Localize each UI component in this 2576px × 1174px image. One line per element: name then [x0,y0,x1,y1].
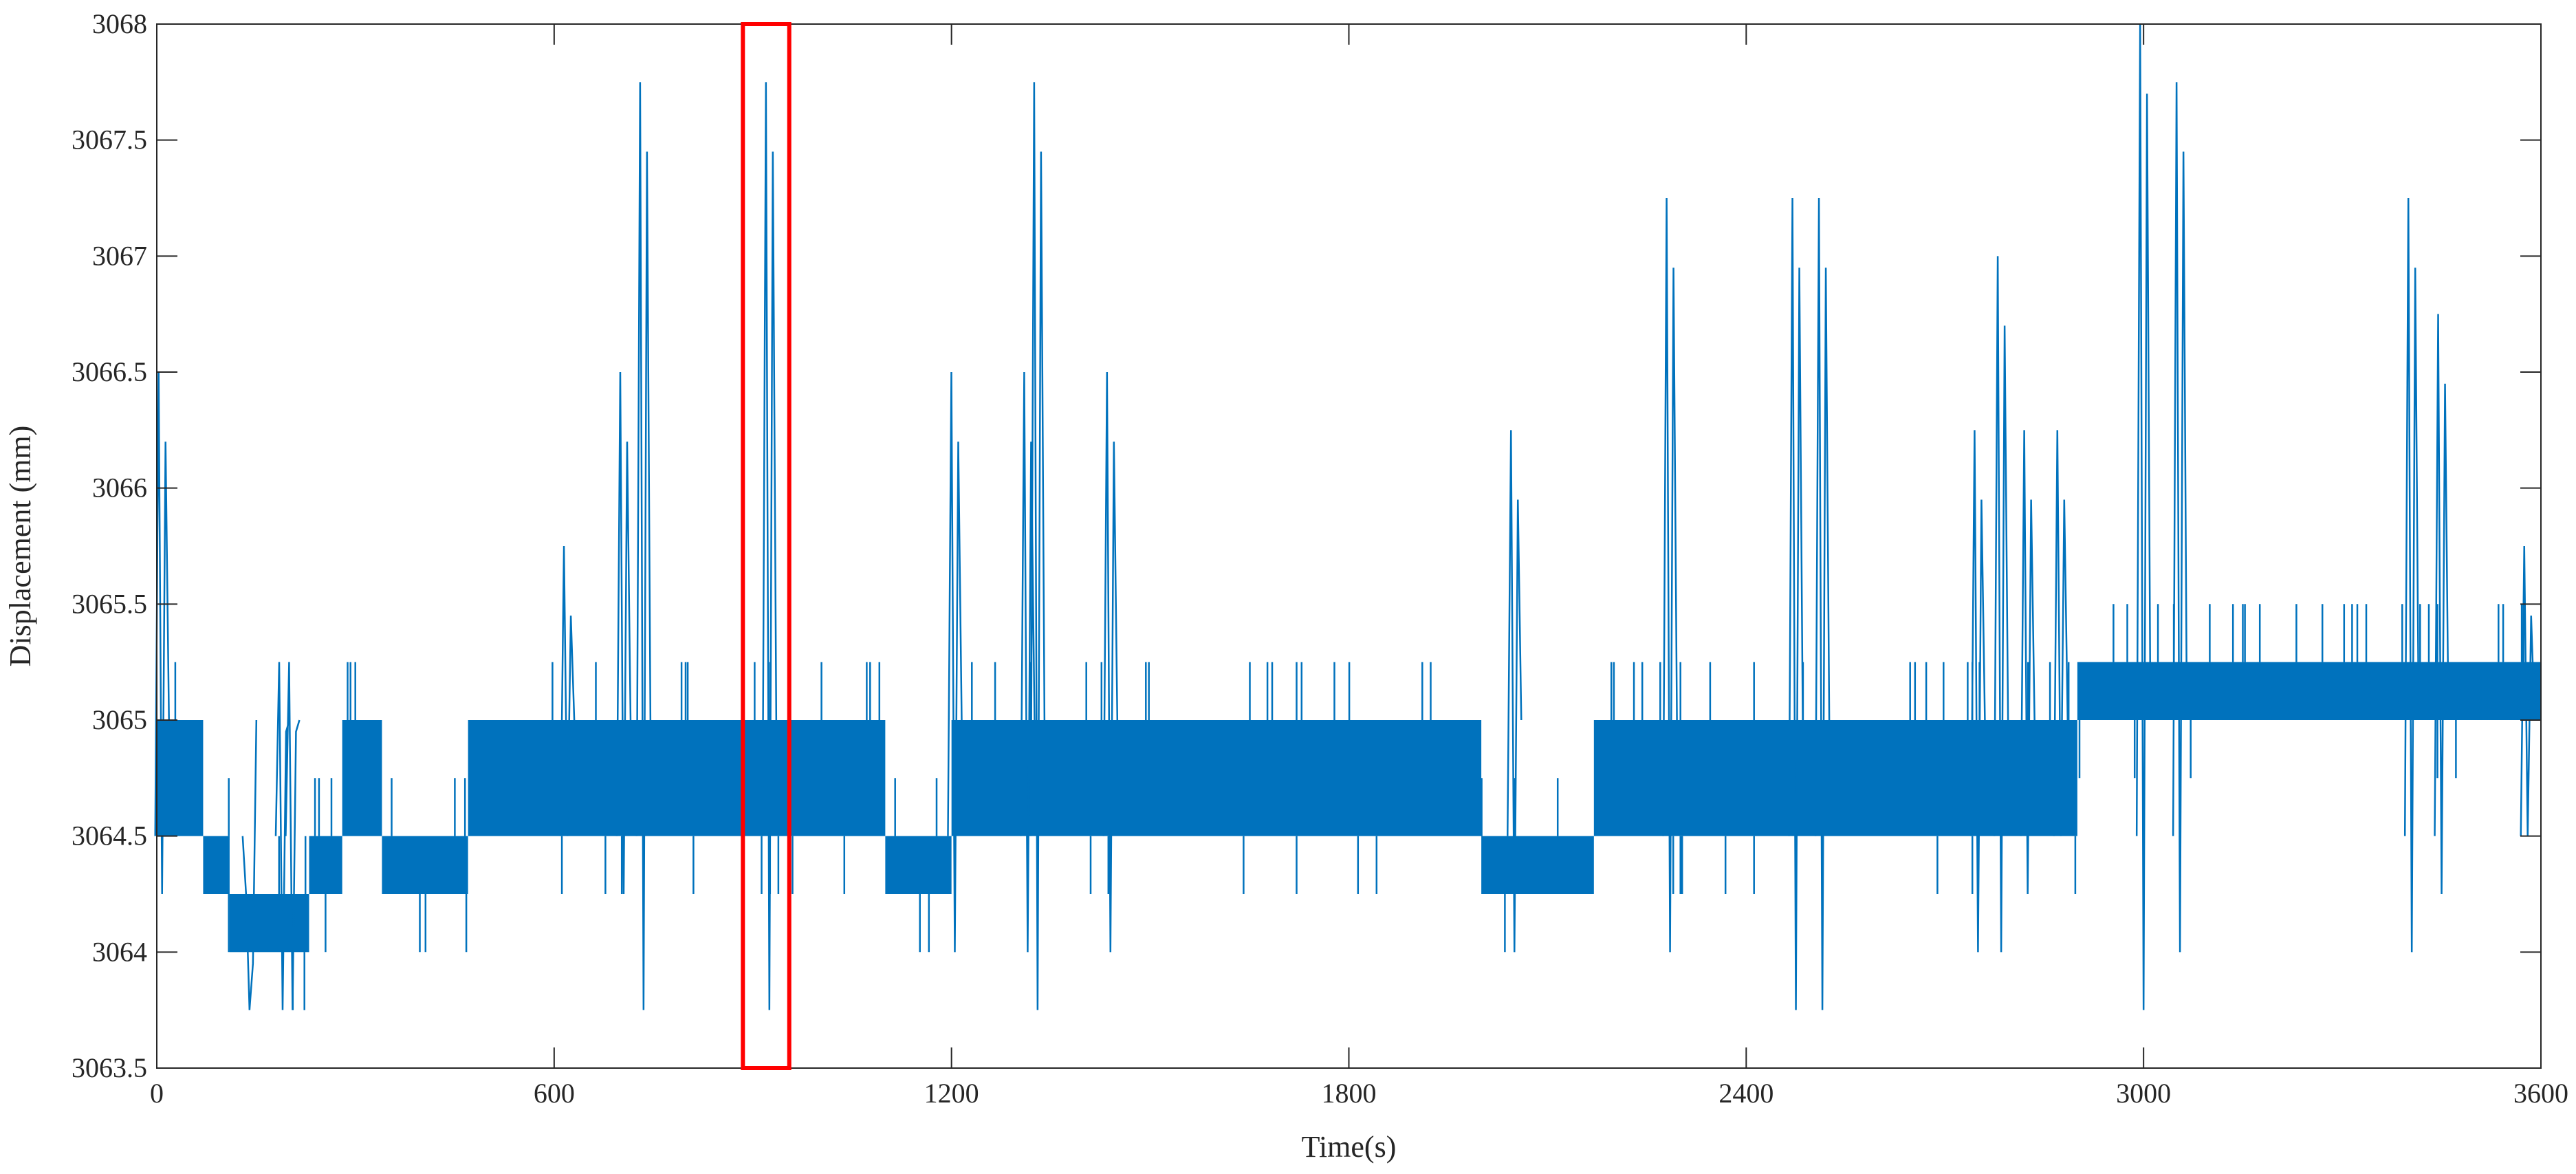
series-spike [947,371,963,953]
series-spike [2434,314,2449,895]
y-tick-label: 3067 [92,240,147,271]
series-band [229,894,309,953]
series-band [309,836,342,894]
series-band [2077,662,2541,720]
series-spike [559,545,576,836]
series-band [468,720,886,836]
series-spike [2172,82,2188,953]
y-tick-label: 3067.5 [72,124,147,155]
y-tick-label: 3064 [92,936,147,967]
y-tick-label: 3068 [92,8,147,39]
x-tick-label: 2400 [1718,1078,1773,1109]
series-spike [154,371,170,895]
series-spike [2403,197,2420,953]
x-tick-label: 3000 [2116,1078,2171,1109]
x-tick-label: 3600 [2513,1078,2568,1109]
series-spike [635,82,652,1010]
series-spike [285,662,301,1010]
series-band [1481,836,1594,894]
series-band [157,720,204,836]
y-tick-label: 3063.5 [72,1052,147,1083]
series-spike [1970,430,1986,953]
series-band [951,720,1482,836]
series-spike [1814,197,1831,1010]
y-tick-label: 3065 [92,704,147,735]
series-layer [154,23,2541,1010]
y-tick-label: 3066 [92,472,147,503]
ticks-layer: 0 600 1200 1800 2400 3000 3600 3063.5 3064 3064.5… [72,8,2568,1109]
y-tick-label: 3066.5 [72,356,147,387]
series-spike [2020,430,2035,895]
x-axis-label: Time(s) [1302,1130,1397,1164]
x-tick-label: 0 [150,1078,164,1109]
x-tick-label: 600 [534,1078,575,1109]
y-tick-label: 3065.5 [72,588,147,619]
series-band [382,836,468,894]
y-axis-label: Displacement (mm) [3,426,37,667]
series-spike [1029,82,1046,1010]
annotation-layer [741,22,792,1070]
series-spike [1662,197,1678,953]
series-spike [1102,371,1119,953]
series-spike [2135,23,2152,1010]
series-band [885,836,952,894]
x-tick-label: 1200 [924,1078,979,1109]
y-tick-label: 3064.5 [72,820,147,851]
series-spike [1788,197,1804,1010]
x-tick-label: 1800 [1322,1078,1377,1109]
series-spike [1993,256,2009,953]
series-band [1593,720,2077,836]
series-spike [615,371,632,895]
series-band [342,720,382,836]
series-spike [241,719,258,1010]
series-band [203,836,230,894]
highlight-rectangle [741,22,792,1070]
series-spike [761,82,778,1010]
series-spike [1507,430,1522,953]
